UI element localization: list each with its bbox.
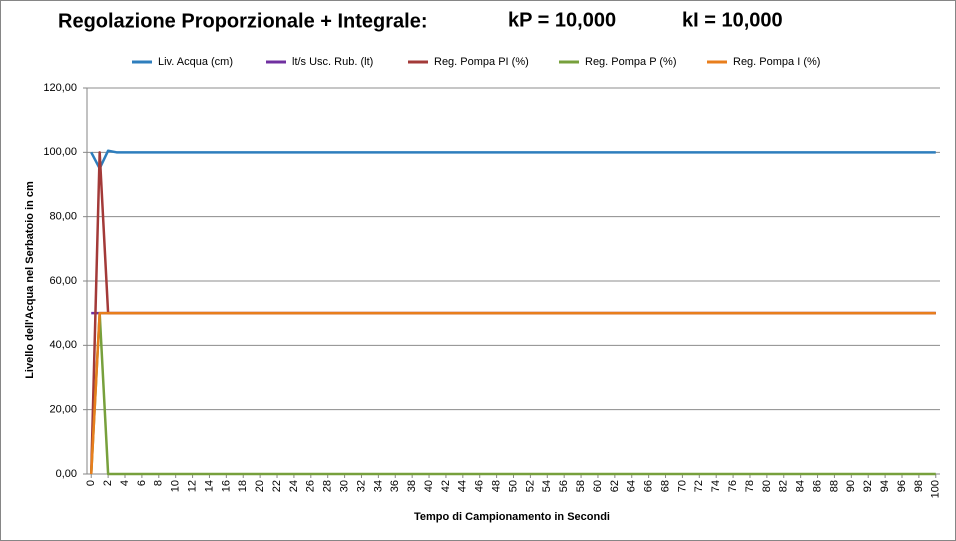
y-tick-label: 40,00 xyxy=(49,339,77,351)
x-tick-label: 12 xyxy=(186,480,198,492)
x-tick-label: 84 xyxy=(795,480,807,492)
series-line xyxy=(90,149,936,170)
legend-label: Reg. Pompa PI (%) xyxy=(434,56,529,68)
y-tick-label: 120,00 xyxy=(43,82,77,94)
legend-label: Reg. Pompa P (%) xyxy=(585,56,677,68)
x-tick-label: 0 xyxy=(85,480,97,486)
x-tick-label: 54 xyxy=(541,480,553,492)
x-tick-label: 86 xyxy=(811,480,823,492)
x-tick-label: 26 xyxy=(305,480,317,492)
x-tick-label: 42 xyxy=(440,480,452,492)
x-tick-label: 34 xyxy=(372,480,384,492)
x-tick-label: 94 xyxy=(879,480,891,492)
x-tick-label: 96 xyxy=(896,480,908,492)
x-tick-label: 52 xyxy=(524,480,536,492)
y-tick-label: 100,00 xyxy=(43,146,77,158)
x-tick-label: 90 xyxy=(845,480,857,492)
x-tick-label: 82 xyxy=(778,480,790,492)
chart-title: Regolazione Proporzionale + Integrale: xyxy=(58,10,428,32)
x-tick-label: 2 xyxy=(102,480,114,486)
x-tick-label: 30 xyxy=(338,480,350,492)
x-tick-label: 76 xyxy=(727,480,739,492)
legend-label: lt/s Usc. Rub. (lt) xyxy=(292,56,373,68)
y-axis-label: Livello dell'Acqua nel Serbatoio in cm xyxy=(24,181,36,379)
x-tick-label: 38 xyxy=(406,480,418,492)
y-tick-label: 80,00 xyxy=(49,211,77,223)
x-axis-label: Tempo di Campionamento in Secondi xyxy=(414,511,610,523)
x-tick-label: 18 xyxy=(237,480,249,492)
x-tick-label: 44 xyxy=(457,480,469,492)
x-tick-label: 56 xyxy=(558,480,570,492)
x-tick-label: 16 xyxy=(220,480,232,492)
x-tick-label: 100 xyxy=(930,480,942,498)
y-tick-label: 60,00 xyxy=(49,275,77,287)
x-tick-label: 60 xyxy=(592,480,604,492)
x-tick-label: 68 xyxy=(659,480,671,492)
x-tick-label: 62 xyxy=(609,480,621,492)
x-tick-label: 36 xyxy=(389,480,401,492)
x-tick-label: 48 xyxy=(491,480,503,492)
annotation: kP = 10,000 xyxy=(508,9,616,31)
x-tick-label: 64 xyxy=(626,480,638,492)
x-tick-label: 50 xyxy=(507,480,519,492)
x-tick-label: 24 xyxy=(288,480,300,492)
x-tick-label: 88 xyxy=(828,480,840,492)
x-tick-label: 58 xyxy=(575,480,587,492)
legend-label: Reg. Pompa I (%) xyxy=(733,56,820,68)
x-tick-label: 98 xyxy=(913,480,925,492)
x-tick-label: 8 xyxy=(153,480,165,486)
x-tick-label: 92 xyxy=(862,480,874,492)
x-tick-label: 74 xyxy=(710,480,722,492)
x-tick-label: 6 xyxy=(136,480,148,486)
x-tick-label: 32 xyxy=(355,480,367,492)
y-tick-label: 20,00 xyxy=(49,404,77,416)
legend-label: Liv. Acqua (cm) xyxy=(158,56,233,68)
x-tick-label: 46 xyxy=(474,480,486,492)
x-tick-label: 70 xyxy=(676,480,688,492)
x-tick-label: 20 xyxy=(254,480,266,492)
series-line xyxy=(89,311,936,475)
x-tick-label: 14 xyxy=(203,480,215,492)
x-tick-label: 40 xyxy=(423,480,435,492)
x-tick-label: 22 xyxy=(271,480,283,492)
x-tick-label: 10 xyxy=(170,480,182,492)
x-tick-label: 72 xyxy=(693,480,705,492)
x-tick-label: 78 xyxy=(744,480,756,492)
x-tick-label: 66 xyxy=(643,480,655,492)
y-tick-label: 0,00 xyxy=(56,468,77,480)
x-tick-label: 80 xyxy=(761,480,773,492)
x-tick-label: 4 xyxy=(119,480,131,486)
x-tick-label: 28 xyxy=(322,480,334,492)
annotation: kI = 10,000 xyxy=(682,9,783,31)
